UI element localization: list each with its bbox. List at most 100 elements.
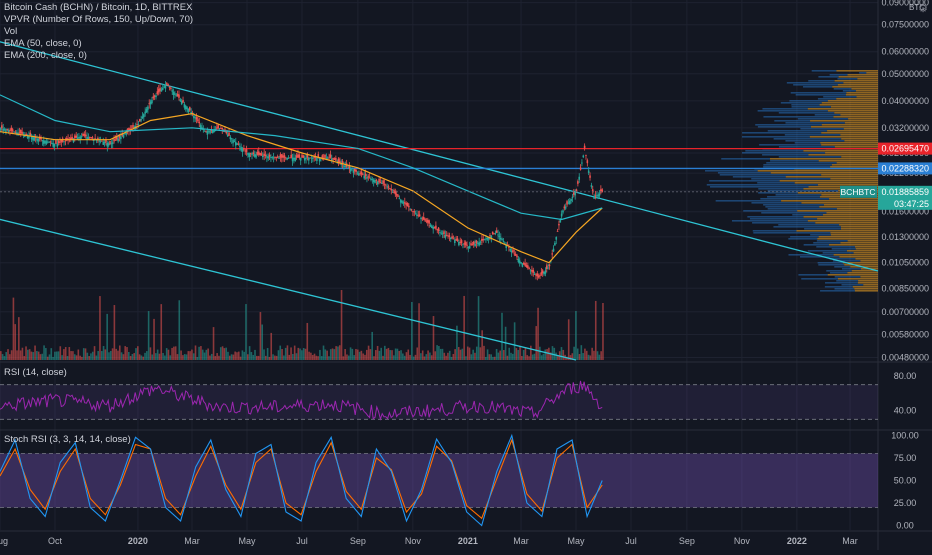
candle-body xyxy=(490,235,493,239)
volume-bar xyxy=(477,296,480,360)
candle-body xyxy=(21,131,23,134)
volume-bar xyxy=(210,353,213,360)
vpvr-bar-up xyxy=(836,162,878,164)
vpvr-bar-up xyxy=(818,160,878,162)
volume-bar xyxy=(21,347,24,360)
candle-body xyxy=(129,128,132,130)
volume-bar xyxy=(46,356,49,360)
volume-bar xyxy=(503,350,505,360)
vpvr-bar-down xyxy=(801,278,838,280)
volume-bar xyxy=(403,355,406,360)
settings-gear-icon[interactable]: ⚙ xyxy=(918,3,928,15)
candle-body xyxy=(368,177,371,179)
volume-bar xyxy=(499,350,501,360)
candle-body xyxy=(491,231,494,235)
candle-body xyxy=(202,129,205,130)
candle-body xyxy=(459,241,462,243)
candle-body xyxy=(52,143,55,147)
vpvr-bar-up xyxy=(827,100,878,102)
candle-body xyxy=(253,154,256,157)
vpvr-bar-down xyxy=(790,92,847,94)
volume-bar xyxy=(113,305,116,360)
price-tick-label: 0.00480000 xyxy=(881,352,929,362)
volume-bar xyxy=(263,349,265,360)
volume-bar xyxy=(488,354,491,360)
vpvr-bar-up xyxy=(844,140,878,142)
vpvr-bar-up xyxy=(821,102,878,104)
volume-bar xyxy=(474,352,476,360)
candle-body xyxy=(391,191,394,193)
volume-bar xyxy=(37,351,40,360)
volume-bar xyxy=(28,349,31,360)
candle-body xyxy=(536,273,539,277)
vpvr-bar-down xyxy=(785,122,845,124)
rsi-pane-label[interactable]: RSI (14, close) xyxy=(4,367,67,378)
volume-bar xyxy=(268,356,271,360)
time-tick-label: Nov xyxy=(734,536,751,546)
vpvr-bar-up xyxy=(807,108,878,110)
volume-bar xyxy=(463,295,465,360)
candle-body xyxy=(210,130,213,131)
candle-body xyxy=(30,136,33,140)
candle-body xyxy=(209,130,211,134)
price-tick-label: 0.00580000 xyxy=(881,330,929,340)
candle-body xyxy=(562,210,564,213)
candle-body xyxy=(374,180,376,183)
volume-bar xyxy=(1,354,4,360)
volume-bar xyxy=(100,351,103,360)
vpvr-bar-up xyxy=(858,280,878,282)
vpvr-bar-up xyxy=(836,208,878,210)
candle-body xyxy=(405,203,407,205)
vpvr-bar-up xyxy=(785,176,878,178)
indicator-vol[interactable]: Vol xyxy=(4,26,18,37)
volume-bar xyxy=(575,311,577,360)
candle-body xyxy=(221,127,224,130)
candle-body xyxy=(351,169,353,171)
candle-body xyxy=(197,119,199,122)
volume-bar xyxy=(376,345,379,360)
candle-body xyxy=(203,131,206,132)
indicator-ema50[interactable]: EMA (50, close, 0) xyxy=(4,38,82,49)
vpvr-bar-down xyxy=(751,178,831,180)
indicator-ema200[interactable]: EMA (200, close, 0) xyxy=(4,50,87,61)
volume-bar xyxy=(70,351,72,360)
price-tick-label: 0.03200000 xyxy=(881,123,929,133)
candle-body xyxy=(418,214,421,217)
candle-body xyxy=(141,116,144,119)
indicator-vpvr[interactable]: VPVR (Number Of Rows, 150, Up/Down, 70) xyxy=(4,14,194,25)
price-tick-label: 0.09000000 xyxy=(881,0,929,8)
vpvr-bar-down xyxy=(834,288,855,290)
candle-body xyxy=(282,155,284,158)
candle-body xyxy=(468,246,471,249)
candle-body xyxy=(25,133,27,136)
candle-body xyxy=(601,189,604,192)
rsi-tick-label: 40.00 xyxy=(894,406,917,416)
candle-body xyxy=(0,127,2,131)
vpvr-bar-up xyxy=(855,90,878,92)
candle-body xyxy=(443,231,445,235)
candle-body xyxy=(87,137,90,140)
volume-bar xyxy=(207,348,209,360)
candle-body xyxy=(80,136,83,138)
candle-body xyxy=(390,188,393,191)
vpvr-bar-down xyxy=(823,96,857,98)
volume-bar xyxy=(7,349,9,360)
stoch-pane-label[interactable]: Stoch RSI (3, 3, 14, 14, close) xyxy=(4,434,131,445)
candle-body xyxy=(505,244,508,248)
volume-bar xyxy=(472,349,474,360)
volume-bar xyxy=(237,351,240,360)
candle-body xyxy=(348,165,351,169)
volume-bar xyxy=(320,356,323,360)
price-tick-label: 0.05000000 xyxy=(881,69,929,79)
volume-bar xyxy=(432,316,435,360)
vpvr-bar-down xyxy=(810,234,831,236)
volume-bar xyxy=(466,346,469,360)
candle-body xyxy=(161,87,164,91)
symbol-title[interactable]: Bitcoin Cash (BCHN) / Bitcoin, 1D, BITTR… xyxy=(4,2,193,13)
candle-body xyxy=(475,240,478,244)
volume-bar xyxy=(241,350,244,360)
volume-bar xyxy=(234,351,236,360)
vpvr-bar-up xyxy=(842,262,878,264)
vpvr-bar-up xyxy=(830,178,878,180)
